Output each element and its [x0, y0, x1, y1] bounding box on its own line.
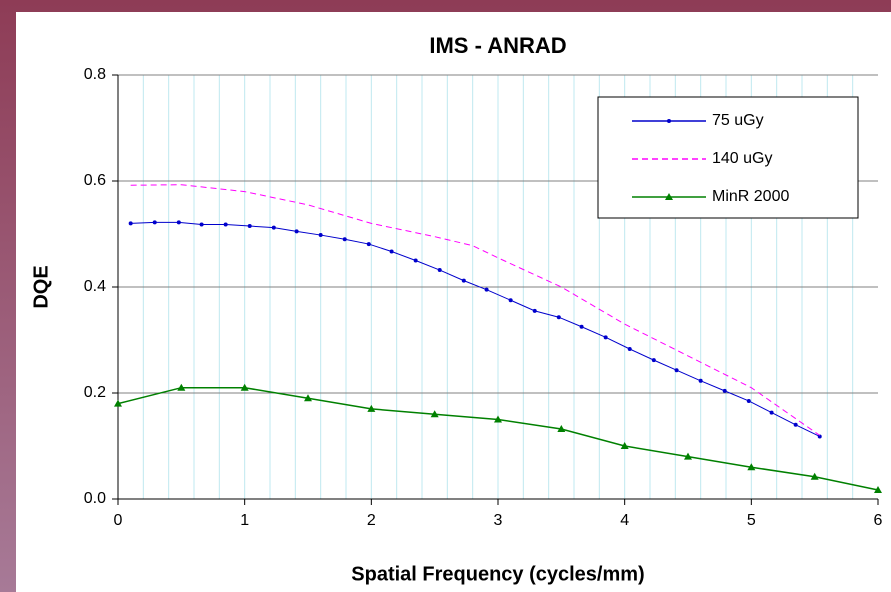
- data-point: [342, 237, 347, 242]
- data-point: [627, 347, 632, 352]
- data-point: [318, 233, 323, 238]
- data-point: [556, 315, 561, 320]
- data-point: [508, 298, 513, 303]
- data-point: [747, 463, 756, 471]
- data-point: [817, 434, 822, 439]
- data-point: [271, 225, 276, 230]
- data-point: [294, 229, 299, 234]
- legend-label: 140 uGy: [712, 150, 772, 167]
- y-tick-label: 0.6: [84, 172, 106, 189]
- legend-box: [597, 96, 859, 219]
- data-point: [128, 221, 133, 226]
- data-point: [176, 220, 181, 225]
- data-point: [793, 422, 798, 427]
- data-point: [579, 324, 584, 329]
- series-line: [130, 184, 821, 436]
- y-tick-label: 0.8: [84, 66, 106, 83]
- data-point: [874, 485, 882, 493]
- x-tick-label: 0: [114, 512, 123, 529]
- data-point: [769, 410, 774, 415]
- data-point: [684, 452, 692, 460]
- data-point: [114, 399, 122, 407]
- legend-marker: [665, 193, 673, 200]
- data-point: [461, 278, 466, 283]
- data-point: [366, 242, 371, 247]
- data-point: [698, 378, 703, 383]
- y-tick-label: 0.0: [84, 490, 106, 507]
- data-point: [389, 249, 394, 254]
- legend-label: 75 uGy: [712, 112, 764, 129]
- chart-title: IMS - ANRAD: [429, 33, 566, 58]
- y-tick-label: 0.4: [84, 278, 106, 295]
- x-tick-label: 4: [620, 512, 629, 529]
- data-point: [199, 222, 204, 227]
- x-tick-label: 5: [747, 512, 756, 529]
- y-tick-label: 0.2: [84, 384, 106, 401]
- x-tick-label: 1: [240, 512, 249, 529]
- x-tick-label: 6: [874, 512, 883, 529]
- x-tick-label: 3: [494, 512, 503, 529]
- data-point: [494, 415, 502, 423]
- data-point: [430, 410, 439, 418]
- data-point: [484, 287, 489, 292]
- data-point: [557, 425, 566, 433]
- data-point: [674, 368, 679, 373]
- series-line: [130, 221, 820, 437]
- data-point: [304, 394, 312, 402]
- y-axis-label: DQE: [30, 265, 52, 308]
- data-point: [620, 442, 629, 449]
- data-point: [247, 224, 252, 229]
- legend-label: MinR 2000: [712, 188, 789, 205]
- data-point: [413, 258, 418, 263]
- data-point: [223, 222, 228, 227]
- data-point: [746, 398, 751, 403]
- data-point: [240, 383, 249, 391]
- data-point: [603, 335, 608, 340]
- data-point: [532, 308, 537, 313]
- data-point: [810, 472, 819, 480]
- data-point: [367, 404, 376, 412]
- x-tick-label: 2: [367, 512, 376, 529]
- data-point: [722, 388, 727, 393]
- x-axis-label: Spatial Frequency (cycles/mm): [351, 563, 644, 585]
- legend-marker: [667, 119, 671, 123]
- data-point: [177, 383, 186, 391]
- data-point: [651, 358, 656, 363]
- data-point: [152, 220, 157, 225]
- data-point: [437, 268, 442, 273]
